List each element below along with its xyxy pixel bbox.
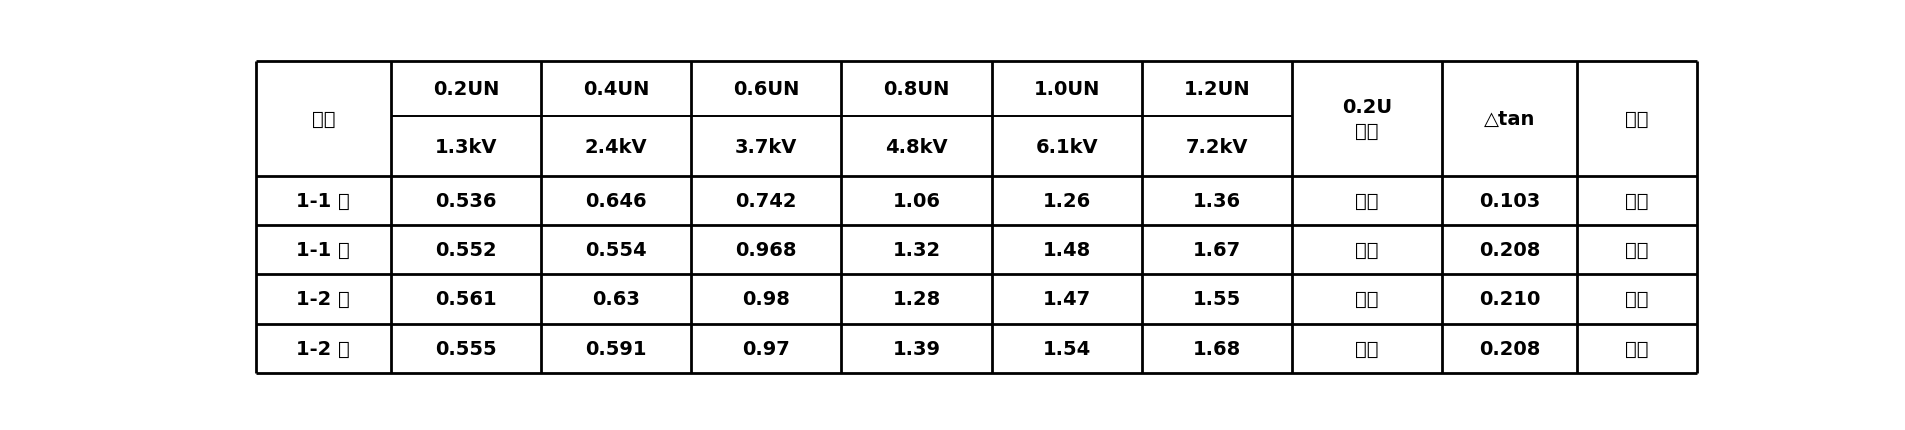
Text: 1.36: 1.36: [1193, 192, 1240, 211]
Text: 6.1kV: 6.1kV: [1036, 137, 1097, 156]
Text: 0.103: 0.103: [1478, 192, 1541, 211]
Text: 0.552: 0.552: [434, 241, 497, 260]
Text: 0.555: 0.555: [434, 339, 497, 358]
Text: 优等: 优等: [1356, 290, 1379, 309]
Text: 等级: 等级: [1625, 110, 1648, 129]
Text: 1.0UN: 1.0UN: [1034, 80, 1099, 98]
Text: 1.55: 1.55: [1193, 290, 1240, 309]
Text: 1.39: 1.39: [893, 339, 941, 358]
Text: 7.2kV: 7.2kV: [1185, 137, 1248, 156]
Text: 1.32: 1.32: [892, 241, 941, 260]
Text: 0.968: 0.968: [735, 241, 796, 260]
Text: 0.4UN: 0.4UN: [583, 80, 650, 98]
Text: 优等: 优等: [1356, 241, 1379, 260]
Text: 1-2 下: 1-2 下: [297, 339, 351, 358]
Text: 0.8UN: 0.8UN: [884, 80, 951, 98]
Text: 0.591: 0.591: [585, 339, 648, 358]
Text: 0.98: 0.98: [743, 290, 791, 309]
Text: 0.6UN: 0.6UN: [733, 80, 800, 98]
Text: 优等: 优等: [1356, 192, 1379, 211]
Text: 1.67: 1.67: [1193, 241, 1240, 260]
Text: 0.561: 0.561: [434, 290, 497, 309]
Text: 优等: 优等: [1356, 339, 1379, 358]
Text: 编号: 编号: [312, 110, 335, 129]
Text: 0.210: 0.210: [1478, 290, 1541, 309]
Text: 4.8kV: 4.8kV: [886, 137, 949, 156]
Text: 0.742: 0.742: [735, 192, 796, 211]
Text: 0.97: 0.97: [743, 339, 791, 358]
Text: 1.28: 1.28: [892, 290, 941, 309]
Text: 2.4kV: 2.4kV: [585, 137, 648, 156]
Text: 1.26: 1.26: [1042, 192, 1092, 211]
Text: 0.536: 0.536: [434, 192, 497, 211]
Text: 1.54: 1.54: [1042, 339, 1092, 358]
Text: 1.68: 1.68: [1193, 339, 1240, 358]
Text: 1.06: 1.06: [893, 192, 941, 211]
Text: △tan: △tan: [1484, 110, 1535, 129]
Text: 1-2 上: 1-2 上: [297, 290, 351, 309]
Text: 0.2U
等级: 0.2U 等级: [1343, 98, 1393, 140]
Text: 优等: 优等: [1625, 241, 1648, 260]
Text: 1.3kV: 1.3kV: [434, 137, 497, 156]
Text: 优等: 优等: [1625, 339, 1648, 358]
Text: 1.2UN: 1.2UN: [1183, 80, 1250, 98]
Text: 0.646: 0.646: [585, 192, 648, 211]
Text: 0.208: 0.208: [1478, 241, 1541, 260]
Text: 1-1 下: 1-1 下: [297, 241, 351, 260]
Text: 0.208: 0.208: [1478, 339, 1541, 358]
Text: 1.48: 1.48: [1042, 241, 1092, 260]
Text: 0.63: 0.63: [592, 290, 640, 309]
Text: 优等: 优等: [1625, 290, 1648, 309]
Text: 1.47: 1.47: [1042, 290, 1092, 309]
Text: 3.7kV: 3.7kV: [735, 137, 798, 156]
Text: 优等: 优等: [1625, 192, 1648, 211]
Text: 0.2UN: 0.2UN: [432, 80, 499, 98]
Text: 1-1 上: 1-1 上: [297, 192, 351, 211]
Text: 0.554: 0.554: [585, 241, 648, 260]
